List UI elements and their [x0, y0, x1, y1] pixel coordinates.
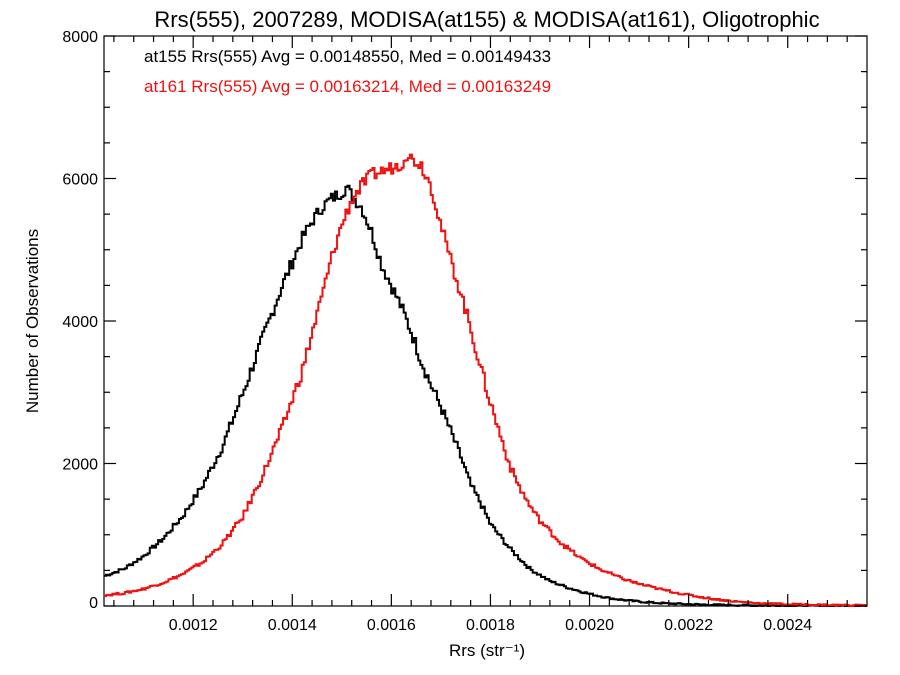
annotation-at161: at161 Rrs(555) Avg = 0.00163214, Med = 0… [144, 77, 551, 96]
series-line-1 [104, 153, 867, 607]
x-tick-label: 0.0012 [169, 617, 218, 634]
x-tick-label: 0.0020 [565, 617, 614, 634]
annotation-at155: at155 Rrs(555) Avg = 0.00148550, Med = 0… [144, 47, 551, 66]
x-tick-label: 0.0022 [664, 617, 713, 634]
series-layer [104, 153, 867, 607]
y-tick-label: 8000 [62, 29, 98, 46]
series-line-0 [104, 184, 867, 607]
x-tick-label: 0.0018 [466, 617, 515, 634]
x-tick-label: 0.0016 [367, 617, 416, 634]
x-tick-label: 0.0024 [763, 617, 812, 634]
chart-title: Rrs(555), 2007289, MODISA(at155) & MODIS… [154, 7, 819, 32]
plot-frame [103, 35, 868, 607]
y-tick-label: 4000 [62, 314, 98, 331]
x-tick-label: 0.0014 [268, 617, 317, 634]
ticks-layer: 0.0012 0.0014 0.0016 0.0018 0.0020 0.0022 0.00… [62, 29, 867, 634]
y-tick-label: 0 [89, 595, 98, 612]
y-tick-label: 6000 [62, 172, 98, 189]
y-tick-label: 2000 [62, 457, 98, 474]
y-axis-label: Number of Observations [23, 229, 42, 413]
x-axis-label: Rrs (str⁻¹) [449, 641, 525, 660]
